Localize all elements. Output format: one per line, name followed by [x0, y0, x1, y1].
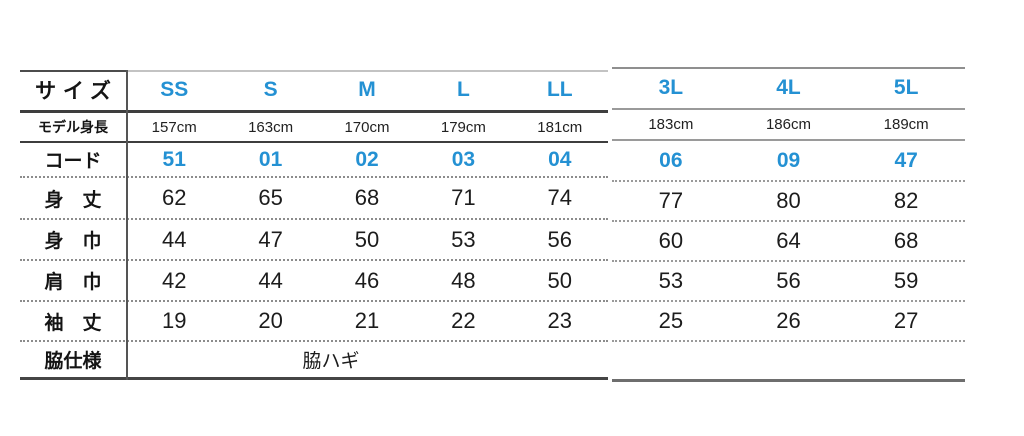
side-spec-row: 脇仕様 脇ハギ: [20, 342, 608, 380]
body-width-value: 68: [893, 228, 919, 253]
body-width-value: 64: [776, 228, 801, 253]
model-height-value: 186cm: [765, 116, 811, 133]
model-height-value: 179cm: [440, 118, 486, 136]
side-spec-row-right: [612, 342, 965, 382]
row-label-body-width: 身 巾: [44, 231, 102, 252]
shoulder-width-value: 56: [776, 268, 801, 293]
row-label-shoulder-width: 肩 巾: [44, 272, 102, 293]
shoulder-width-row: 肩 巾 42 44 46 48 50: [20, 261, 608, 302]
sleeve-length-value: 23: [547, 308, 573, 333]
code-value: 03: [451, 147, 476, 171]
body-width-value: 44: [161, 226, 187, 252]
row-label-model-height: モデル身長: [38, 119, 108, 135]
model-height-value: 170cm: [344, 118, 390, 136]
side-spec-value: 脇ハギ: [302, 351, 360, 372]
size-table-right: 3L 4L 5L 183cm 186cm 189cm 06 09 47 77 80 82 60 6…: [612, 67, 965, 382]
body-length-value: 71: [451, 185, 476, 210]
size-header: M: [358, 78, 376, 101]
shoulder-width-value: 59: [893, 268, 919, 293]
body-length-value: 62: [161, 185, 187, 210]
row-label-sleeve-length: 袖 丈: [44, 312, 102, 334]
body-length-value: 68: [354, 185, 380, 210]
body-length-value: 74: [547, 185, 573, 210]
body-width-value: 60: [658, 228, 684, 253]
sleeve-length-value: 26: [776, 308, 801, 333]
code-value: 06: [659, 148, 683, 172]
size-header: L: [456, 78, 470, 101]
sleeve-length-row: 袖 丈 19 20 21 22 23: [20, 302, 608, 342]
label-column-divider: [126, 70, 128, 380]
body-length-value: 80: [776, 188, 801, 213]
body-width-value: 50: [354, 226, 380, 252]
size-header-row-right: 3L 4L 5L: [612, 67, 965, 110]
shoulder-width-value: 44: [258, 267, 283, 293]
code-value: 47: [894, 148, 918, 172]
sleeve-length-value: 19: [161, 308, 187, 333]
shoulder-width-value: 53: [658, 268, 684, 293]
shoulder-width-value: 42: [161, 267, 187, 293]
model-height-row: モデル身長 157cm 163cm 170cm 179cm 181cm: [20, 113, 608, 143]
sleeve-length-value: 21: [354, 308, 380, 333]
size-header: S: [263, 78, 278, 101]
row-label-side-spec: 脇仕様: [44, 351, 102, 372]
shoulder-width-value: 46: [354, 267, 380, 293]
sleeve-length-value: 25: [658, 308, 684, 333]
model-height-value: 183cm: [648, 116, 694, 133]
model-height-row-right: 183cm 186cm 189cm: [612, 110, 965, 141]
size-table-left: サイズ SS S M L LL モデル身長 157cm 163cm 170cm 179cm 18…: [20, 70, 608, 380]
code-value: 51: [162, 147, 186, 171]
row-label-body-length: 身 丈: [44, 189, 102, 211]
model-height-value: 181cm: [537, 118, 583, 136]
code-value: 01: [258, 147, 283, 171]
body-length-value: 82: [893, 188, 919, 213]
code-row-right: 06 09 47: [612, 141, 965, 182]
table-top-rule: [20, 70, 608, 72]
body-width-row: 身 巾 44 47 50 53 56: [20, 220, 608, 261]
sleeve-length-value: 22: [451, 308, 476, 333]
body-length-value: 65: [258, 185, 283, 210]
model-height-value: 157cm: [151, 118, 197, 136]
shoulder-width-value: 50: [547, 267, 573, 293]
size-header: LL: [546, 78, 573, 101]
body-length-row: 身 丈 62 65 68 71 74: [20, 178, 608, 220]
body-width-value: 56: [547, 226, 573, 252]
body-width-row-right: 60 64 68: [612, 222, 965, 262]
body-width-value: 47: [258, 226, 283, 252]
shoulder-width-value: 48: [451, 267, 476, 293]
size-header: 5L: [893, 75, 919, 99]
code-value: 02: [355, 147, 379, 171]
size-header: SS: [160, 78, 189, 101]
code-row: コード 51 01 02 03 04: [20, 143, 608, 178]
body-width-value: 53: [451, 226, 476, 252]
row-label-size: サイズ: [35, 80, 118, 103]
code-value: 04: [548, 147, 572, 171]
sleeve-length-value: 20: [258, 308, 283, 333]
sleeve-length-row-right: 25 26 27: [612, 302, 965, 342]
model-height-value: 163cm: [248, 118, 294, 136]
sleeve-length-value: 27: [893, 308, 919, 333]
size-header-row: サイズ SS S M L LL: [20, 70, 608, 113]
model-height-value: 189cm: [883, 116, 929, 133]
body-length-value: 77: [658, 188, 684, 213]
code-value: 09: [776, 148, 801, 172]
table-top-rule-right: [612, 67, 965, 69]
body-length-row-right: 77 80 82: [612, 182, 965, 222]
row-label-code: コード: [44, 151, 102, 172]
size-header: 3L: [658, 75, 684, 99]
size-header: 4L: [776, 75, 801, 99]
shoulder-width-row-right: 53 56 59: [612, 262, 965, 302]
